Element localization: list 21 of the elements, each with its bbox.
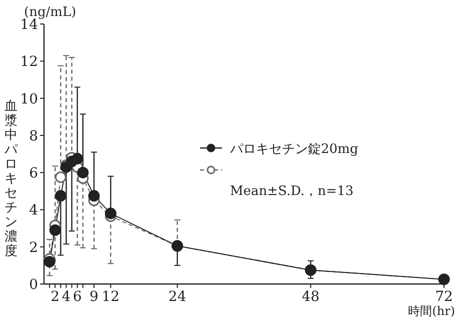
- x-tick-label: 2: [50, 289, 60, 305]
- y-axis-title: 血漿中パロキセチン濃度: [4, 99, 18, 259]
- y-tick-label: 0: [29, 277, 38, 293]
- x-tick-label: 9: [90, 289, 98, 305]
- x-axis-title: 時間(hr): [408, 304, 455, 318]
- text: (ng/mL): [24, 5, 76, 20]
- legend-label: パロキセチン錠20mg: [229, 142, 358, 157]
- y-tick-label: 8: [29, 128, 38, 144]
- x-tick-label: 12: [102, 289, 120, 305]
- y-tick-label: 12: [20, 54, 38, 70]
- x-tick-label: 72: [435, 289, 453, 305]
- x-tick-label: 48: [302, 289, 320, 305]
- y-tick-label: 4: [29, 202, 38, 219]
- y-tick-label: 2: [29, 240, 38, 256]
- x-tick-label: 6: [72, 289, 82, 305]
- y-tick-label: 14: [20, 17, 38, 33]
- annotation: Mean±S.D.，n=13: [230, 184, 354, 199]
- x-tick-label: 24: [168, 289, 186, 305]
- x-tick-label: 4: [62, 289, 71, 305]
- y-tick-label: 6: [29, 166, 38, 182]
- y-tick-label: 10: [20, 91, 38, 108]
